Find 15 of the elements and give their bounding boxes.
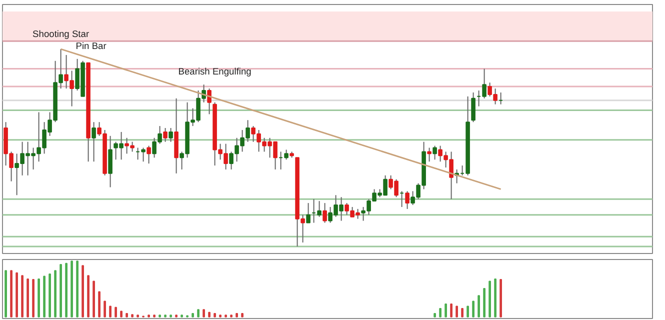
- annotation: Pin Bar: [76, 41, 106, 52]
- text: Shooting Star: [32, 29, 90, 40]
- candlestick: [306, 202, 310, 224]
- candlestick: [108, 135, 112, 188]
- candlestick: [427, 147, 432, 162]
- candlestick: [163, 128, 168, 142]
- candlestick: [432, 145, 437, 160]
- candlestick: [146, 145, 151, 164]
- annotation: Bearish Engulfing: [178, 66, 252, 77]
- candlestick: [405, 190, 410, 210]
- candlestick: [168, 128, 173, 142]
- candlestick: [92, 122, 96, 162]
- candlestick: [471, 92, 476, 123]
- candlestick: [207, 88, 212, 115]
- candlestick: [322, 202, 327, 224]
